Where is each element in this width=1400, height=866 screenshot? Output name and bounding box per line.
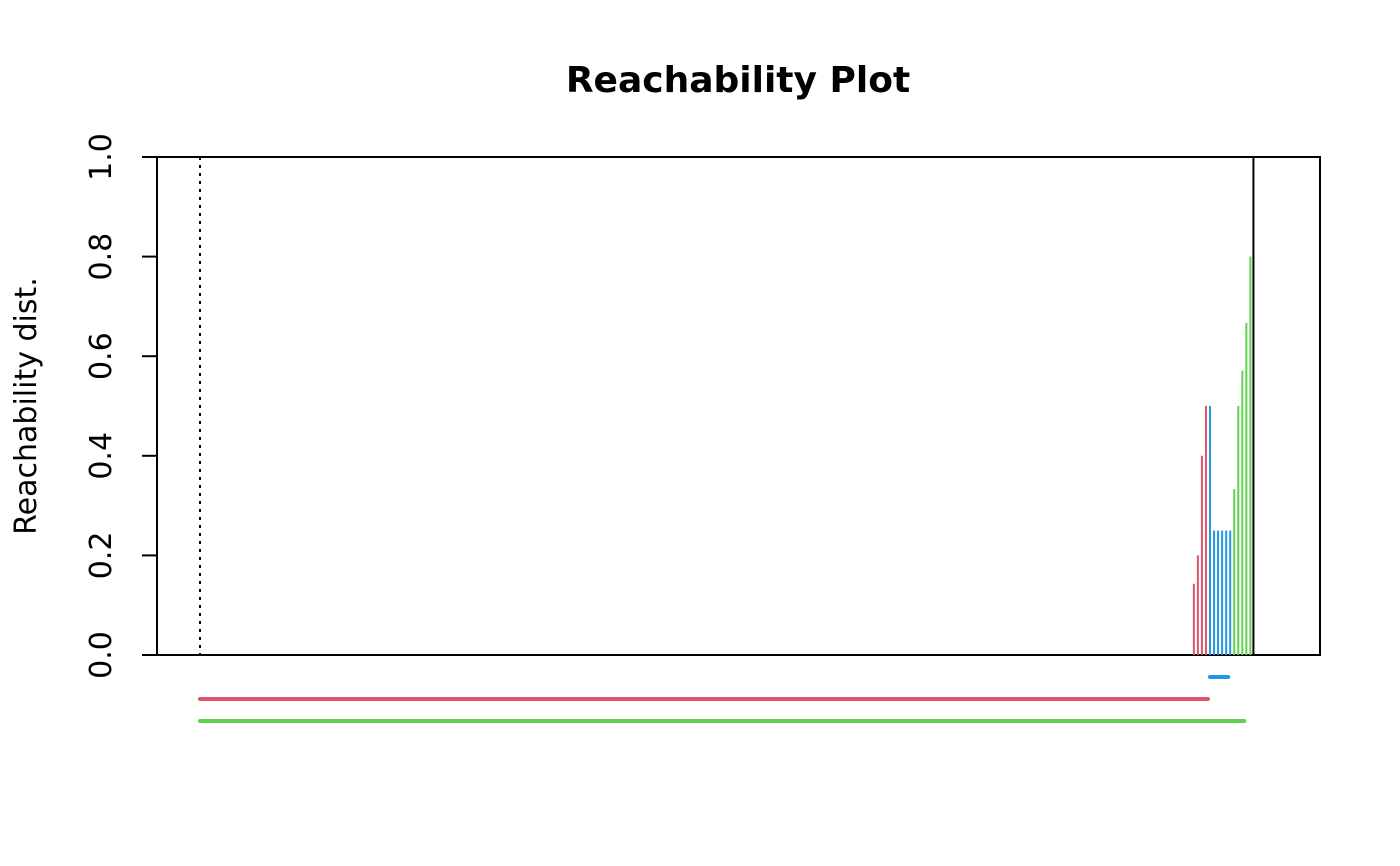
y-tick-label: 1.0	[84, 133, 119, 181]
cluster-bars	[198, 675, 1247, 723]
chart-title: Reachability Plot	[566, 60, 910, 101]
chart-marks	[199, 157, 1255, 655]
plot-frame	[156, 156, 1321, 656]
y-tick-label: 0.6	[84, 332, 119, 380]
y-tick-label: 0.8	[84, 233, 119, 281]
y-axis: 0.0 0.2 0.4 0.6 0.8 1.0	[84, 133, 157, 679]
y-tick-label: 0.4	[84, 432, 119, 480]
y-tick-label: 0.0	[84, 631, 119, 679]
y-axis-label: Reachability dist.	[9, 277, 44, 535]
y-tick-label: 0.2	[84, 532, 119, 580]
